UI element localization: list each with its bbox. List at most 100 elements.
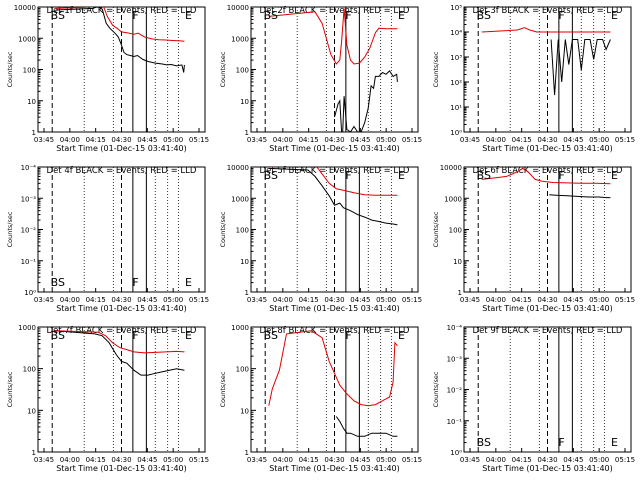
series-line-events	[334, 70, 398, 132]
x-tick-label: 04:45	[137, 456, 157, 464]
series-line-events	[549, 194, 611, 199]
y-tick-label: 1000	[231, 195, 249, 203]
x-axis-label: Start Time (01-Dec-15 03:41:40)	[269, 464, 400, 473]
x-tick-label: 04:00	[486, 136, 506, 144]
x-tick-label: 03:45	[34, 296, 54, 304]
x-tick-label: 04:15	[299, 456, 319, 464]
detector-panel-6: Det 6f BLACK = Events, RED = LLD11010010…	[432, 164, 635, 313]
detector-panel-9: Det 9f BLACK = Events, RED = LLD10⁰10⁻¹1…	[432, 324, 635, 473]
x-tick-label: 05:00	[376, 296, 396, 304]
marker-f: F	[558, 9, 564, 22]
x-tick-label: 05:00	[163, 296, 183, 304]
x-axis-label: Start Time (01-Dec-15 03:41:40)	[482, 144, 613, 153]
x-tick-label: 05:15	[189, 136, 209, 144]
detector-panel-5: Det 5f BLACK = Events, RED = LLD11010010…	[219, 164, 422, 313]
marker-e: E	[398, 329, 405, 342]
y-axis-label: Counts/sec	[6, 211, 14, 247]
marker-bs: BS	[477, 169, 491, 182]
x-tick-label: 03:45	[247, 296, 267, 304]
y-tick-label: 10⁻⁴	[447, 324, 463, 332]
y-tick-label: 1	[32, 129, 36, 137]
x-tick-label: 04:30	[537, 136, 557, 144]
series-line-lld	[55, 7, 185, 42]
x-tick-label: 05:00	[376, 456, 396, 464]
y-axis-label: Counts/sec	[432, 371, 440, 407]
x-tick-label: 04:45	[563, 136, 583, 144]
y-tick-label: 1000	[18, 324, 36, 332]
x-tick-label: 05:15	[189, 296, 209, 304]
y-tick-label: 10	[240, 258, 249, 266]
y-tick-label: 10⁻²	[21, 227, 37, 235]
y-axis-label: Counts/sec	[219, 211, 227, 247]
y-tick-label: 10⁰	[450, 449, 462, 457]
marker-bs: BS	[264, 169, 278, 182]
y-tick-label: 10⁰	[24, 289, 36, 297]
y-axis-label: Counts/sec	[432, 51, 440, 87]
series-line-lld	[55, 330, 185, 354]
series-line-lld	[268, 8, 398, 65]
series-line-lld	[268, 167, 398, 196]
y-axis-label: Counts/sec	[6, 51, 14, 87]
x-tick-label: 03:45	[34, 136, 54, 144]
x-tick-label: 05:00	[589, 136, 609, 144]
y-tick-label: 1	[245, 449, 249, 457]
series-line-lld	[481, 27, 611, 33]
x-tick-label: 04:45	[563, 456, 583, 464]
x-tick-label: 05:00	[589, 296, 609, 304]
y-tick-label: 1	[32, 449, 36, 457]
x-tick-label: 05:00	[163, 456, 183, 464]
y-tick-label: 10⁻³	[447, 355, 463, 363]
x-tick-label: 04:30	[537, 456, 557, 464]
x-tick-label: 04:45	[137, 136, 157, 144]
marker-e: E	[398, 169, 405, 182]
marker-bs: BS	[51, 276, 65, 289]
y-tick-label: 100	[23, 67, 36, 75]
x-tick-label: 05:15	[402, 136, 422, 144]
marker-f: F	[558, 436, 564, 449]
x-tick-label: 05:15	[402, 296, 422, 304]
x-tick-label: 03:45	[460, 456, 480, 464]
x-axis-label: Start Time (01-Dec-15 03:41:40)	[56, 464, 187, 473]
x-tick-label: 05:15	[615, 136, 635, 144]
x-tick-label: 04:00	[486, 456, 506, 464]
x-tick-label: 04:15	[512, 456, 532, 464]
y-axis-label: Counts/sec	[6, 371, 14, 407]
series-line-events	[550, 39, 611, 96]
y-tick-label: 1	[458, 289, 462, 297]
y-axis-label: Counts/sec	[219, 51, 227, 87]
x-tick-label: 04:30	[324, 296, 344, 304]
y-tick-label: 10⁵	[450, 4, 462, 12]
x-tick-label: 05:15	[615, 296, 635, 304]
y-tick-label: 10	[240, 407, 249, 415]
y-tick-label: 100	[236, 67, 249, 75]
x-axis-label: Start Time (01-Dec-15 03:41:40)	[56, 144, 187, 153]
marker-bs: BS	[477, 9, 491, 22]
x-tick-label: 04:15	[299, 296, 319, 304]
x-tick-label: 04:45	[563, 296, 583, 304]
y-axis-label: Counts/sec	[432, 211, 440, 247]
y-axis-label: Counts/sec	[219, 371, 227, 407]
y-tick-label: 1	[245, 129, 249, 137]
y-tick-label: 10	[240, 98, 249, 106]
y-tick-label: 1000	[231, 324, 249, 332]
marker-e: E	[611, 436, 618, 449]
marker-e: E	[398, 9, 405, 22]
x-tick-label: 04:15	[86, 456, 106, 464]
x-tick-label: 04:15	[86, 136, 106, 144]
x-tick-label: 05:15	[615, 456, 635, 464]
y-tick-label: 1000	[231, 35, 249, 43]
marker-f: F	[132, 329, 138, 342]
marker-bs: BS	[51, 9, 65, 22]
x-tick-label: 04:00	[273, 296, 293, 304]
x-axis-label: Start Time (01-Dec-15 03:41:40)	[482, 304, 613, 313]
y-tick-label: 10⁻²	[447, 387, 463, 395]
series-line-lld	[481, 167, 611, 185]
x-tick-label: 04:30	[111, 456, 131, 464]
x-tick-label: 05:00	[376, 136, 396, 144]
detector-panel-4: Det 4f BLACK = Events, RED = LLD10⁰10⁻¹1…	[6, 164, 209, 313]
y-tick-label: 100	[236, 227, 249, 235]
x-tick-label: 05:00	[589, 456, 609, 464]
x-tick-label: 04:30	[111, 136, 131, 144]
x-tick-label: 03:45	[460, 136, 480, 144]
